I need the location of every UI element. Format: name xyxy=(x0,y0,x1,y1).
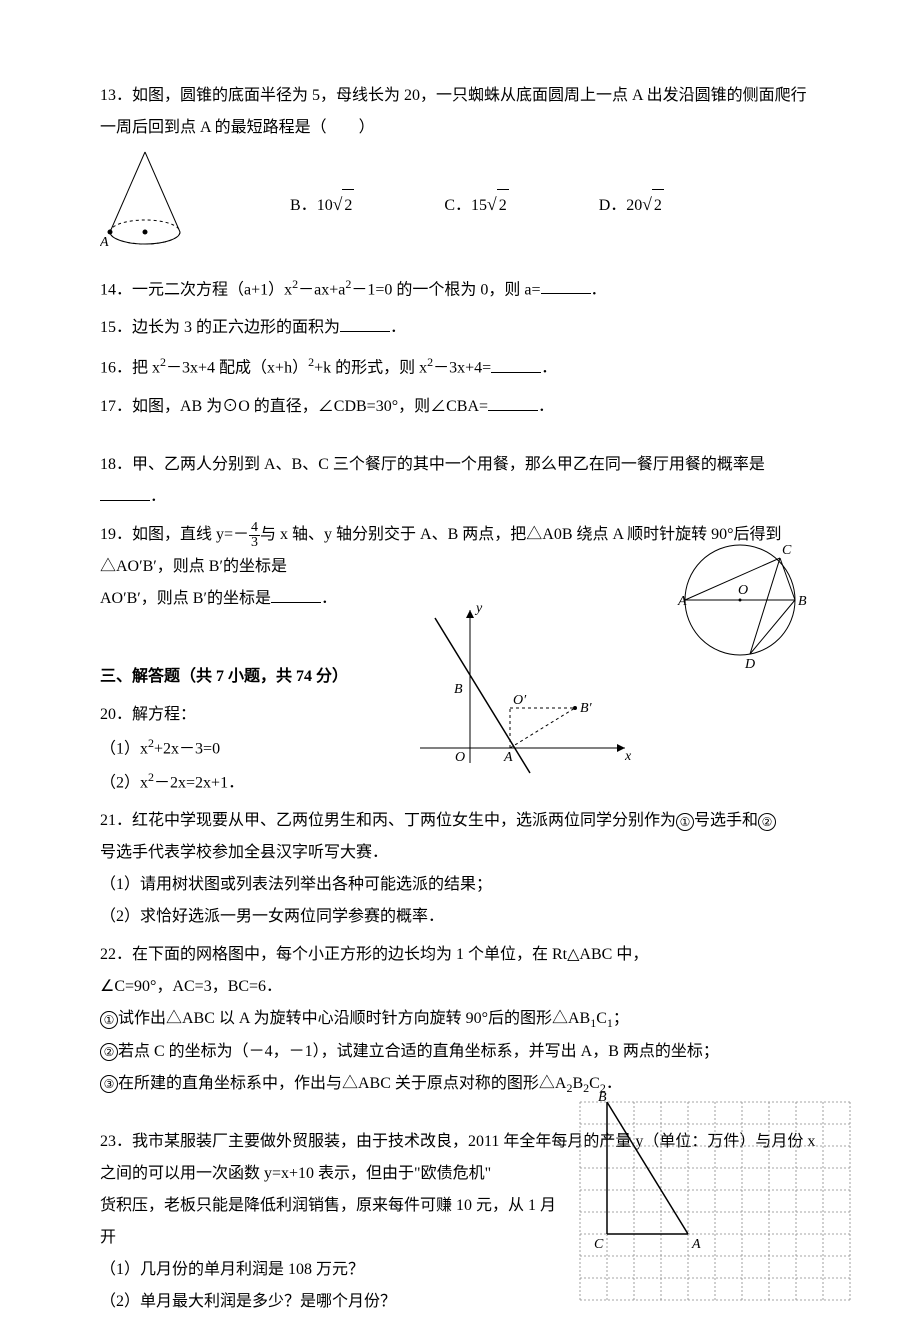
blank-input[interactable] xyxy=(541,278,591,294)
options-container: B．10√2 C．15√2 D．20√2 xyxy=(290,187,664,222)
circled-3: ③ xyxy=(100,1075,118,1093)
figure-17: A B C D O xyxy=(660,530,820,682)
svg-text:A: A xyxy=(503,750,513,765)
q13-options-row: A B．10√2 C．15√2 D．20√2 xyxy=(100,144,820,266)
option-d: D．20√2 xyxy=(599,187,664,222)
sqrt-icon: √2 xyxy=(487,187,509,222)
figure-19: y x O A B O′ B′ xyxy=(400,598,640,790)
blank-input[interactable] xyxy=(340,316,390,332)
rotation-graph-icon: y x O A B O′ B′ xyxy=(400,598,640,778)
cone-label-a: A xyxy=(100,235,109,250)
sqrt-icon: √2 xyxy=(333,187,355,222)
figure-22: B C A xyxy=(570,1092,860,1334)
svg-text:B: B xyxy=(798,594,807,609)
cone-figure: A xyxy=(100,144,190,266)
grid-triangle-icon: B C A xyxy=(570,1092,860,1322)
question-14: 14．一元二次方程（a+1）x2－ax+a2－1=0 的一个根为 0，则 a=． xyxy=(100,272,820,306)
question-16: 16．把 x2－3x+4 配成（x+h）2+k 的形式，则 x2－3x+4=． xyxy=(100,350,820,384)
question-15: 15．边长为 3 的正六边形的面积为． xyxy=(100,312,820,344)
svg-text:y: y xyxy=(474,601,483,616)
cone-icon: A xyxy=(100,144,190,254)
svg-text:O: O xyxy=(738,583,748,598)
blank-input[interactable] xyxy=(491,357,541,373)
circled-1: ① xyxy=(100,1011,118,1029)
svg-text:A: A xyxy=(677,594,687,609)
sqrt-icon: √2 xyxy=(642,187,664,222)
svg-text:B: B xyxy=(598,1092,607,1105)
svg-text:x: x xyxy=(624,749,632,764)
svg-text:O′: O′ xyxy=(513,693,527,708)
option-b: B．10√2 xyxy=(290,187,354,222)
question-21: 21．红花中学现要从甲、乙两位男生和丙、丁两位女生中，选派两位同学分别作为①号选… xyxy=(100,805,820,933)
question-22: 22．在下面的网格图中，每个小正方形的边长均为 1 个单位，在 Rt△ABC 中… xyxy=(100,939,820,1099)
svg-text:D: D xyxy=(744,657,755,670)
svg-text:C: C xyxy=(782,543,792,558)
blank-input[interactable] xyxy=(271,587,321,603)
circled-2: ② xyxy=(100,1043,118,1061)
question-13: 13．如图，圆锥的底面半径为 5，母线长为 20，一只蜘蛛从底面圆周上一点 A … xyxy=(100,80,820,266)
svg-text:A: A xyxy=(691,1237,701,1252)
question-17: 17．如图，AB 为⊙O 的直径，∠CDB=30°，则∠CBA=． xyxy=(100,391,820,423)
circled-2: ② xyxy=(758,813,776,831)
blank-input[interactable] xyxy=(100,485,150,501)
q13-text: 13．如图，圆锥的底面半径为 5，母线长为 20，一只蜘蛛从底面圆周上一点 A … xyxy=(100,80,820,144)
svg-text:B′: B′ xyxy=(580,701,593,716)
circle-diagram-icon: A B C D O xyxy=(660,530,820,670)
svg-text:C: C xyxy=(594,1237,604,1252)
svg-text:O: O xyxy=(455,750,465,765)
svg-text:B: B xyxy=(454,682,463,697)
question-18: 18．甲、乙两人分别到 A、B、C 三个餐厅的其中一个用餐，那么甲乙在同一餐厅用… xyxy=(100,449,820,513)
circled-1: ① xyxy=(676,813,694,831)
blank-input[interactable] xyxy=(488,395,538,411)
option-c: C．15√2 xyxy=(444,187,508,222)
fraction: 43 xyxy=(249,520,260,551)
